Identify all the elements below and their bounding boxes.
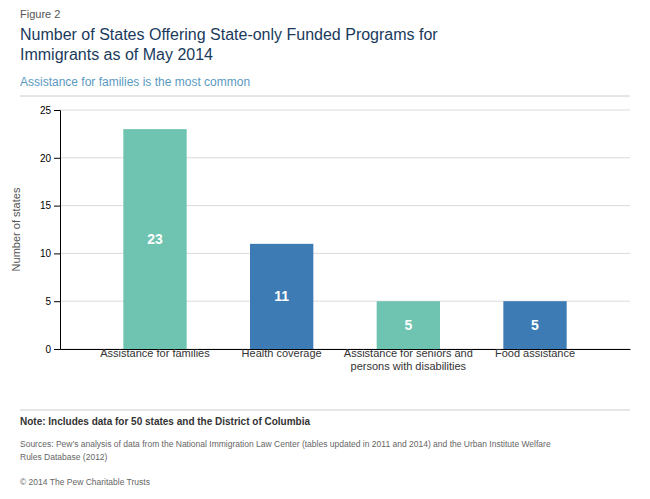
axis-title: Number of states (10, 187, 22, 271)
separator (20, 96, 630, 97)
tick-mark (54, 158, 60, 159)
bar (250, 244, 313, 349)
data-label: 23 (147, 231, 163, 247)
tick-label: 5 (45, 296, 51, 307)
tick-label: 0 (45, 344, 51, 355)
tick: 10 (40, 248, 60, 259)
tick-mark (54, 110, 60, 111)
copyright: © 2014 The Pew Charitable Trusts (20, 477, 150, 487)
subtitle: Assistance for families is the most comm… (20, 75, 250, 89)
tick: 0 (45, 344, 60, 355)
note: Note: Includes data for 50 states and th… (20, 416, 310, 427)
tick-mark (54, 253, 60, 254)
tick-label: 20 (40, 153, 52, 164)
tick-mark (54, 206, 60, 207)
tick: Assistance for seniors andpersons with d… (344, 347, 473, 372)
plot: 0 5 10 15 20 25 Assistance for familiesHealth … (10, 105, 631, 373)
figure-label: Figure 2 (20, 8, 60, 20)
text-line: Immigrants as of May 2014 (20, 46, 213, 63)
data-labels: 23 11 5 5 (147, 231, 539, 333)
y-axis: 0 5 10 15 20 25 (40, 105, 61, 355)
grid (60, 110, 630, 349)
tick-label: Assistance for seniors andpersons with d… (344, 347, 473, 372)
x-axis: Assistance for familiesHealth coverageAs… (61, 347, 631, 372)
tick: 15 (40, 200, 60, 211)
separator (20, 410, 630, 411)
tick-mark (54, 349, 60, 350)
bar (377, 301, 440, 349)
tick-label: 15 (40, 200, 52, 211)
data-label: 5 (404, 317, 412, 333)
tick: 25 (40, 105, 60, 116)
grid-line (60, 110, 630, 111)
bar (123, 129, 186, 349)
chart: Figure 2 Number of States Offering State-… (0, 0, 650, 499)
tick: 20 (40, 153, 60, 164)
bars (123, 129, 566, 349)
text-line: Sources: Pew’s analysis of data from the… (20, 439, 551, 449)
tick-label: 25 (40, 105, 52, 116)
tick-label: 10 (40, 248, 52, 259)
data-label: 11 (274, 288, 289, 304)
tick-mark (54, 301, 60, 302)
source: Sources: Pew’s analysis of data from the… (20, 439, 551, 462)
data-label: 5 (531, 317, 539, 333)
text-line: Number of States Offering State-only Fun… (20, 26, 438, 43)
bar (503, 301, 566, 349)
text-line: Rules Database (2012) (20, 452, 108, 462)
axis-line (54, 111, 61, 350)
text-line: persons with disabilities (351, 360, 467, 372)
tick: 5 (45, 296, 60, 307)
title: Number of States Offering State-only Fun… (20, 26, 438, 63)
